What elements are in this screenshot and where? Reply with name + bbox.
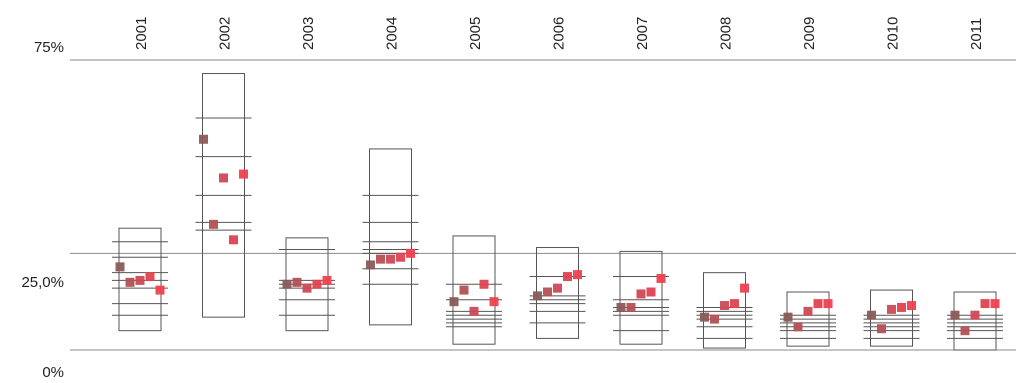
- point-2006-5: [573, 270, 582, 280]
- point-2008-3: [720, 301, 729, 311]
- x-tick-label: 2006: [551, 17, 568, 50]
- gridlines: [70, 59, 1016, 351]
- point-2007-4: [646, 287, 656, 297]
- point-2005-4: [479, 279, 489, 289]
- box-outline: [870, 289, 913, 347]
- box-outline: [452, 235, 496, 345]
- point-2005-5: [489, 297, 499, 307]
- point-2011-3: [970, 310, 980, 320]
- point-2009-5: [823, 299, 833, 309]
- point-2010-3: [887, 304, 896, 314]
- point-2001-3: [135, 275, 145, 285]
- x-tick-label: 2004: [384, 17, 401, 50]
- point-2001-5: [155, 285, 165, 295]
- point-2008-4: [730, 299, 739, 309]
- box-outline: [619, 250, 663, 345]
- point-2007-3: [636, 289, 646, 299]
- data-points: [115, 134, 1000, 336]
- point-2009-3: [803, 306, 813, 316]
- point-2004-5: [406, 248, 415, 258]
- point-2009-4: [813, 299, 823, 309]
- point-2004-3: [386, 254, 395, 264]
- point-2011-2: [960, 326, 970, 336]
- y-tick-label: 0%: [42, 364, 64, 381]
- point-2009-1: [783, 312, 793, 322]
- point-2007-2: [626, 302, 636, 312]
- point-2002-1: [199, 134, 208, 144]
- point-2010-5: [907, 301, 916, 311]
- point-2005-3: [469, 306, 479, 316]
- point-2011-4: [980, 299, 990, 309]
- box-2010: [863, 289, 920, 347]
- point-2011-1: [950, 310, 960, 320]
- point-2004-1: [366, 260, 375, 270]
- point-2005-2: [459, 285, 469, 295]
- point-2007-1: [616, 302, 626, 312]
- point-2007-5: [656, 273, 666, 283]
- point-2008-5: [740, 283, 749, 293]
- point-2008-1: [700, 312, 709, 322]
- point-2004-2: [376, 254, 385, 264]
- point-2002-3: [219, 173, 228, 183]
- point-2011-5: [990, 299, 1000, 309]
- point-2006-4: [563, 272, 572, 282]
- point-2008-2: [710, 314, 719, 324]
- point-2003-1: [282, 279, 292, 289]
- point-2002-5: [239, 169, 248, 179]
- point-2010-1: [867, 310, 876, 320]
- point-2010-2: [877, 324, 886, 334]
- box-outline: [703, 272, 746, 349]
- box-2007: [613, 250, 669, 345]
- x-tick-label: 2005: [467, 17, 484, 50]
- point-2003-3: [302, 283, 312, 293]
- x-tick-label: 2008: [718, 17, 735, 50]
- point-2005-1: [449, 297, 459, 307]
- x-tick-label: 2001: [133, 17, 150, 50]
- box-2004: [362, 148, 419, 326]
- x-tick-label: 2011: [968, 18, 985, 50]
- box-outline: [953, 291, 997, 351]
- box-outline: [369, 148, 412, 326]
- box-2002: [195, 73, 252, 318]
- x-tick-label: 2003: [300, 17, 317, 50]
- x-tick-label: 2009: [801, 17, 818, 50]
- y-tick-label: 25,0%: [21, 274, 64, 291]
- point-2004-4: [396, 252, 405, 262]
- point-2001-4: [145, 272, 155, 282]
- point-2003-5: [322, 275, 332, 285]
- x-tick-label: 2010: [885, 17, 902, 50]
- point-2009-2: [793, 322, 803, 332]
- point-2003-2: [292, 277, 302, 287]
- point-2001-2: [125, 277, 135, 287]
- box-2001: [112, 227, 168, 332]
- point-2001-1: [115, 262, 125, 272]
- point-2003-4: [312, 279, 322, 289]
- point-2006-1: [533, 291, 542, 301]
- point-2002-2: [209, 219, 218, 229]
- point-2010-4: [897, 302, 906, 312]
- box-outline: [118, 227, 162, 332]
- boxes: [112, 73, 1003, 351]
- y-tick-label: 75%: [34, 39, 64, 56]
- point-2006-2: [543, 287, 552, 297]
- x-tick-label: 2002: [217, 17, 234, 50]
- x-axis-tick-labels: 2001 2002 2003 2004 2005 2006 2007 2008 2009 2010…: [133, 17, 985, 50]
- box-2005: [446, 235, 502, 345]
- point-2006-3: [553, 283, 562, 293]
- x-tick-label: 2007: [634, 17, 651, 50]
- point-2002-4: [229, 235, 238, 245]
- box-outline: [536, 247, 579, 339]
- y-axis-tick-labels: 75% 25,0% 0%: [21, 39, 64, 381]
